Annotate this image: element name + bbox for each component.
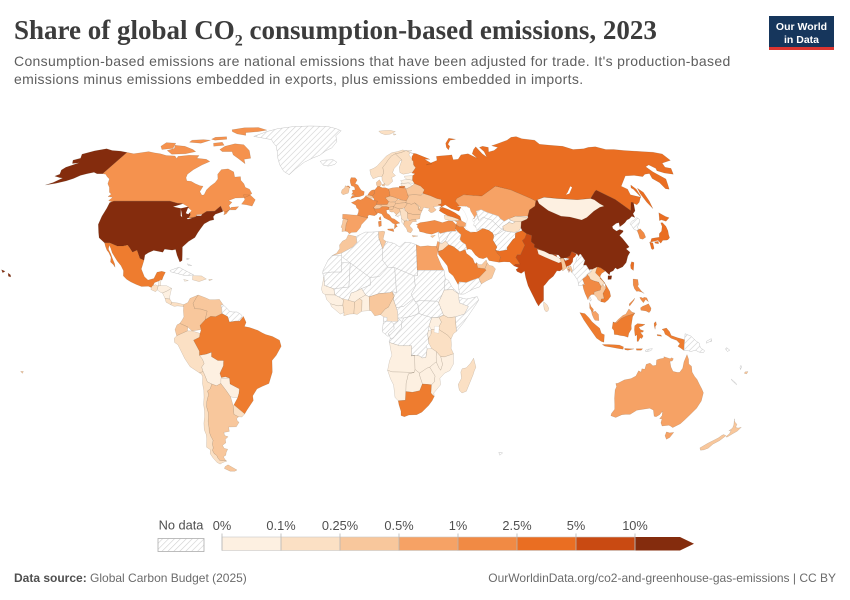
svg-text:No data: No data	[159, 518, 205, 533]
svg-text:5%: 5%	[567, 518, 586, 533]
svg-text:0.1%: 0.1%	[266, 518, 295, 533]
svg-text:0.5%: 0.5%	[384, 518, 413, 533]
svg-text:2.5%: 2.5%	[502, 518, 531, 533]
svg-text:0%: 0%	[213, 518, 232, 533]
svg-text:10%: 10%	[622, 518, 648, 533]
svg-text:0.25%: 0.25%	[322, 518, 358, 533]
svg-text:1%: 1%	[449, 518, 468, 533]
